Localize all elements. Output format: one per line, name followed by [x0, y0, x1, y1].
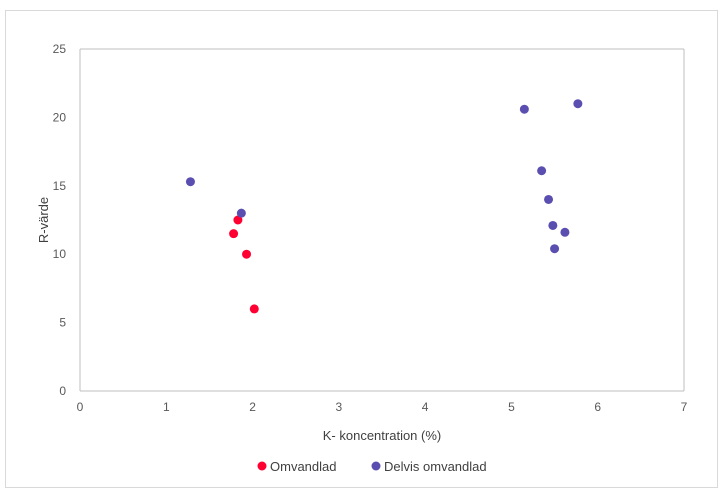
- x-axis-title: K- koncentration (%): [323, 428, 442, 443]
- y-tick-labels: 0 5 10 15 20 25: [53, 42, 67, 398]
- y-tick-label: 25: [53, 42, 67, 56]
- legend-marker-omvandlad: [257, 461, 267, 471]
- point-delvis-omvandlad: [236, 208, 246, 218]
- y-tick-label: 15: [53, 179, 67, 193]
- point-delvis-omvandlad: [548, 220, 558, 230]
- x-tick-label: 6: [594, 400, 601, 414]
- point-omvandlad: [229, 229, 239, 239]
- legend: Omvandlad Delvis omvandlad: [257, 459, 487, 474]
- axes: [79, 48, 685, 392]
- x-tick-label: 5: [508, 400, 515, 414]
- legend-marker-delvis-omvandlad: [371, 461, 381, 471]
- point-delvis-omvandlad: [573, 99, 583, 109]
- chart-area: [5, 10, 718, 488]
- point-delvis-omvandlad: [560, 227, 570, 237]
- data-points: [185, 99, 583, 314]
- legend-label-omvandlad: Omvandlad: [270, 459, 336, 474]
- y-tick-label: 0: [59, 384, 66, 398]
- y-tick-label: 5: [59, 316, 66, 330]
- point-omvandlad: [242, 249, 252, 259]
- x-tick-label: 2: [249, 400, 256, 414]
- x-tick-label: 0: [77, 400, 84, 414]
- point-delvis-omvandlad: [519, 104, 529, 114]
- y-tick-label: 10: [53, 247, 67, 261]
- point-delvis-omvandlad: [544, 194, 554, 204]
- y-axis-title: R-värde: [36, 197, 51, 243]
- x-tick-label: 3: [336, 400, 343, 414]
- legend-label-delvis-omvandlad: Delvis omvandlad: [384, 459, 487, 474]
- point-delvis-omvandlad: [185, 177, 195, 187]
- point-delvis-omvandlad: [550, 244, 560, 254]
- point-omvandlad: [233, 215, 243, 225]
- point-delvis-omvandlad: [537, 166, 547, 176]
- y-tick-label: 20: [53, 110, 67, 124]
- point-omvandlad: [249, 304, 259, 314]
- x-tick-label: 1: [163, 400, 170, 414]
- x-tick-labels: 0 1 2 3 4 5 6 7: [77, 400, 688, 414]
- x-tick-label: 7: [681, 400, 688, 414]
- x-tick-label: 4: [422, 400, 429, 414]
